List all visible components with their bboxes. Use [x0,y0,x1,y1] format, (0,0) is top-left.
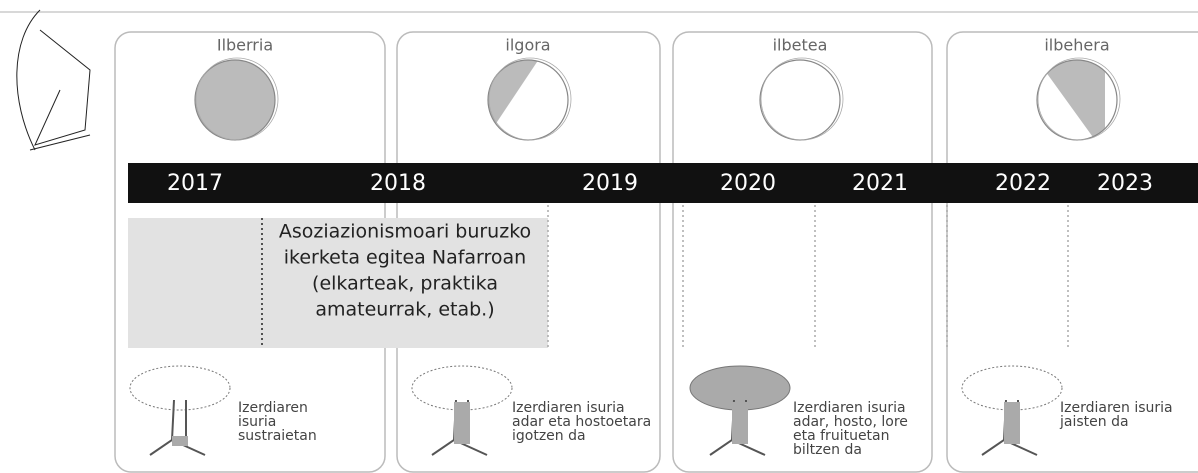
year-label: 2023 [1097,171,1153,196]
activity-text: ikerketa egitea Nafarroan [284,247,526,269]
phase-caption: jaisten da [1059,414,1129,430]
tree-roots [732,402,748,444]
activity-text: amateurrak, etab.) [315,299,494,321]
infographic: 2017 2018 2019 2020 2021 2022 2023 Asoziazionis… [0,0,1198,473]
phase-caption: igotzen da [512,428,586,444]
year-label: 2022 [995,171,1051,196]
phase-caption: biltzen da [793,442,862,458]
tree-roots [454,402,470,444]
phase-title: Ilberria [217,36,273,55]
canvas: 2017 2018 2019 2020 2021 2022 2023 Asoziazionis… [0,0,1198,473]
activity-text: (elkarteak, praktika [312,273,498,295]
tree-roots [1004,402,1020,444]
year-label: 2019 [582,171,638,196]
tree-roots [172,436,188,446]
phase-title: ilgora [505,36,550,55]
year-label: 2021 [852,171,908,196]
activity-text: Asoziazionismoari buruzko [279,221,531,243]
sketch-logo [17,10,90,150]
phase-title: ilbehera [1044,36,1109,55]
year-label: 2020 [720,171,776,196]
phase-title: ilbetea [773,36,828,55]
year-label: 2018 [370,171,426,196]
phase-caption: sustraietan [238,428,317,444]
year-label: 2017 [167,171,223,196]
